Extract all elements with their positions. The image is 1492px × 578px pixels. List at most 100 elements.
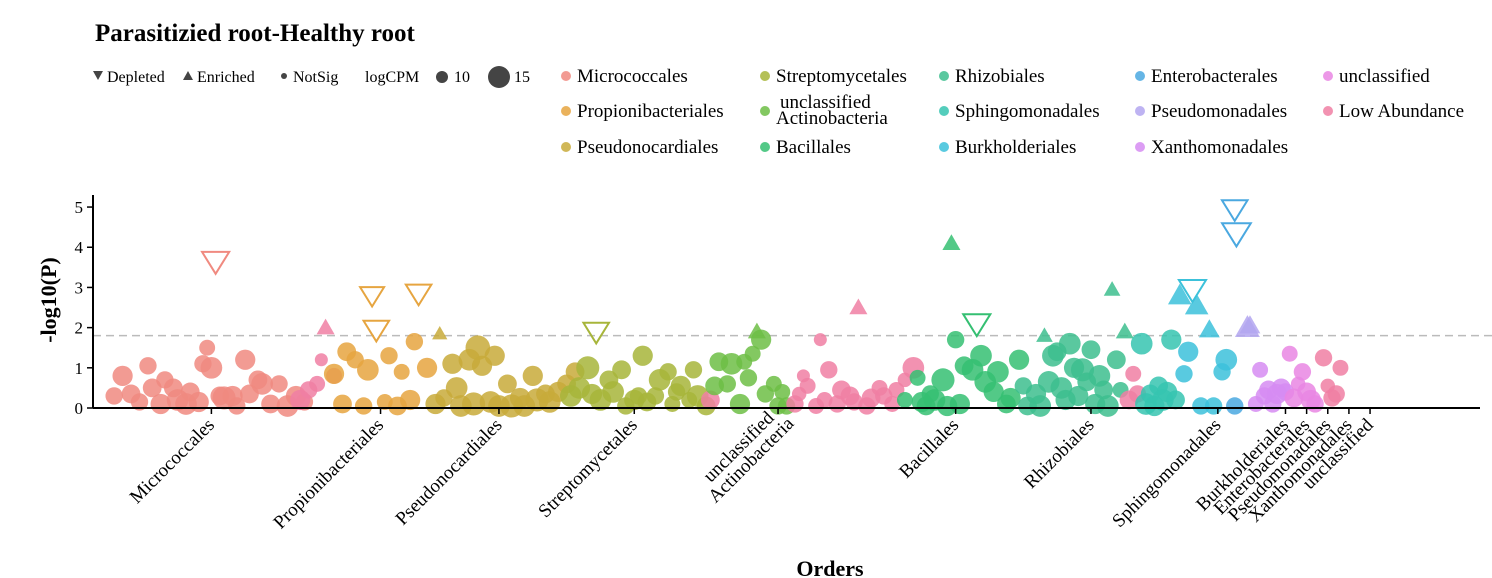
data-point-enriched bbox=[316, 318, 335, 335]
data-point bbox=[632, 345, 653, 366]
data-point-depleted bbox=[581, 321, 611, 346]
data-point bbox=[200, 356, 223, 379]
data-point bbox=[1178, 341, 1199, 362]
data-point-depleted bbox=[961, 313, 993, 339]
data-point bbox=[816, 392, 833, 408]
data-point bbox=[1125, 365, 1142, 382]
data-point bbox=[1166, 390, 1185, 410]
y-axis-title: -log10(P) bbox=[36, 257, 61, 343]
data-point bbox=[1000, 387, 1021, 409]
data-point bbox=[1306, 395, 1324, 413]
data-point bbox=[405, 333, 424, 351]
data-point bbox=[720, 352, 743, 375]
data-point bbox=[970, 344, 992, 367]
data-point-enriched bbox=[432, 326, 448, 340]
legend-size-label: 15 bbox=[514, 69, 530, 86]
x-tick-label: Rhizobiales bbox=[1020, 415, 1098, 493]
legend-label: Micrococcales bbox=[577, 66, 688, 87]
data-point bbox=[602, 381, 624, 403]
data-point bbox=[813, 333, 827, 347]
data-point bbox=[1192, 397, 1210, 415]
legend-size-label: 10 bbox=[454, 69, 470, 86]
legend-size-10-symbol bbox=[436, 71, 448, 83]
legend-swatch bbox=[760, 106, 770, 116]
data-point bbox=[1029, 395, 1052, 417]
legend-label: Propionibacteriales bbox=[577, 101, 724, 122]
x-axis-title: Orders bbox=[796, 556, 864, 578]
data-point bbox=[112, 365, 133, 386]
legend-swatch bbox=[1323, 71, 1333, 81]
y-tick-label: 0 bbox=[75, 399, 84, 418]
data-point-enriched bbox=[1036, 327, 1053, 342]
data-point bbox=[1293, 363, 1312, 381]
data-point bbox=[1161, 329, 1182, 350]
data-point bbox=[896, 392, 913, 408]
data-point bbox=[1130, 332, 1153, 355]
data-point bbox=[612, 360, 631, 380]
data-point-enriched bbox=[1103, 281, 1121, 296]
legend-label: Enterobacterales bbox=[1151, 66, 1278, 87]
data-point-enriched bbox=[1239, 315, 1261, 334]
legend-swatch bbox=[561, 142, 571, 152]
legend-label: unclassified bbox=[1339, 66, 1430, 87]
data-point bbox=[718, 375, 736, 393]
data-point bbox=[983, 381, 1004, 403]
data-point bbox=[1332, 359, 1349, 376]
data-point bbox=[465, 335, 491, 360]
data-point bbox=[739, 369, 758, 387]
legend-swatch bbox=[939, 142, 949, 152]
data-point bbox=[1281, 345, 1298, 362]
legend-label: Low Abundance bbox=[1339, 101, 1464, 122]
legend-label: Bacillales bbox=[776, 137, 851, 158]
data-point bbox=[393, 363, 410, 380]
data-point bbox=[1215, 348, 1238, 371]
x-tick-label-group: Pseudonocardiales bbox=[392, 415, 507, 530]
data-point bbox=[1226, 397, 1244, 415]
data-point bbox=[949, 393, 970, 415]
data-point bbox=[1252, 361, 1269, 378]
legend-swatch bbox=[939, 71, 949, 81]
data-point bbox=[199, 339, 216, 356]
data-point bbox=[909, 369, 926, 386]
data-point bbox=[498, 374, 517, 394]
x-tick-label: Propionibacteriales bbox=[270, 415, 389, 534]
x-tick-label: Micrococcales bbox=[126, 415, 219, 508]
legend-enriched-symbol bbox=[183, 71, 193, 80]
x-tick-label: Bacillales bbox=[895, 415, 963, 483]
data-point bbox=[484, 345, 505, 366]
data-point bbox=[946, 330, 965, 349]
legend: Parasitizied root-Healthy root Depleted En… bbox=[93, 20, 1464, 158]
data-point bbox=[188, 391, 209, 413]
legend-label: unclassified Actinobacteria bbox=[776, 92, 888, 129]
data-point bbox=[576, 356, 600, 380]
x-tick-label: Streptomycetales bbox=[534, 415, 641, 522]
data-point bbox=[228, 397, 246, 415]
y-tick-label: 5 bbox=[75, 198, 84, 217]
data-point bbox=[150, 393, 171, 415]
data-point bbox=[729, 393, 751, 415]
data-point-enriched bbox=[1198, 319, 1220, 338]
plot-area bbox=[93, 199, 1492, 418]
y-tick-label: 2 bbox=[75, 319, 84, 338]
data-point bbox=[522, 365, 543, 386]
data-point-depleted bbox=[1177, 279, 1208, 304]
data-point bbox=[357, 358, 379, 381]
y-tick-label: 1 bbox=[75, 359, 84, 378]
data-point bbox=[1314, 349, 1333, 367]
legend-swatch bbox=[939, 106, 949, 116]
legend-swatch bbox=[1135, 106, 1145, 116]
legend-swatch bbox=[760, 142, 770, 152]
legend-swatch bbox=[561, 106, 571, 116]
data-point bbox=[445, 377, 468, 399]
data-point bbox=[744, 345, 761, 362]
legend-notsig-symbol bbox=[281, 73, 287, 79]
chart-title: Parasitizied root-Healthy root bbox=[95, 20, 416, 47]
data-point bbox=[1106, 350, 1126, 370]
data-point bbox=[235, 349, 256, 370]
data-point bbox=[987, 360, 1009, 383]
data-point bbox=[1058, 332, 1081, 355]
legend-label: Pseudomonadales bbox=[1151, 101, 1287, 122]
data-point bbox=[130, 393, 149, 411]
